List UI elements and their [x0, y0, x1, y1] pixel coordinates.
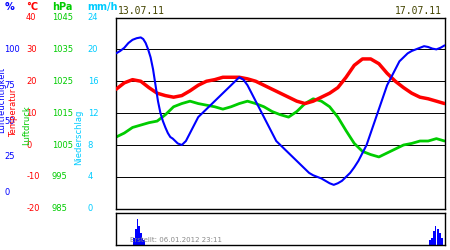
Text: 1015: 1015	[52, 108, 73, 118]
Text: °C: °C	[26, 2, 38, 12]
Text: hPa: hPa	[52, 2, 72, 12]
Text: 1035: 1035	[52, 45, 73, 54]
Text: 12: 12	[88, 108, 98, 118]
Bar	[429, 240, 431, 245]
Text: 1025: 1025	[52, 77, 73, 86]
Text: 4: 4	[88, 172, 93, 182]
Bar	[432, 238, 433, 245]
Bar	[133, 238, 135, 245]
Text: -20: -20	[26, 204, 40, 213]
Text: 985: 985	[52, 204, 68, 213]
Text: Niederschlag: Niederschlag	[74, 110, 83, 165]
Text: 0: 0	[26, 140, 32, 149]
Text: 0: 0	[88, 204, 93, 213]
Bar	[439, 234, 441, 245]
Text: 75: 75	[4, 81, 15, 90]
Text: %: %	[4, 2, 14, 12]
Text: 17.07.11: 17.07.11	[396, 6, 442, 16]
Bar	[140, 234, 142, 245]
Text: 13.07.11: 13.07.11	[118, 6, 165, 16]
Bar	[143, 240, 145, 245]
Text: 1045: 1045	[52, 13, 73, 22]
Text: mm/h: mm/h	[88, 2, 118, 12]
Text: 0: 0	[4, 188, 10, 197]
Text: 40: 40	[26, 13, 36, 22]
Text: Temperatur: Temperatur	[9, 88, 18, 137]
Bar	[435, 226, 436, 245]
Text: 25: 25	[4, 152, 15, 162]
Text: 20: 20	[26, 77, 36, 86]
Text: 8: 8	[88, 140, 93, 149]
Text: Luftfeuchtigkeit: Luftfeuchtigkeit	[0, 67, 6, 133]
Bar	[433, 231, 435, 245]
Text: Luftdruck: Luftdruck	[22, 105, 32, 145]
Text: Erstellt: 06.01.2012 23:11: Erstellt: 06.01.2012 23:11	[130, 236, 221, 242]
Bar	[441, 238, 443, 245]
Bar	[138, 226, 140, 245]
Text: 24: 24	[88, 13, 98, 22]
Bar	[141, 238, 143, 245]
Bar	[437, 229, 439, 245]
Text: 16: 16	[88, 77, 99, 86]
Text: -10: -10	[26, 172, 40, 182]
Text: 30: 30	[26, 45, 37, 54]
Bar	[135, 229, 137, 245]
Text: 50: 50	[4, 116, 15, 126]
Bar	[136, 220, 138, 245]
Text: 100: 100	[4, 45, 20, 54]
Text: 995: 995	[52, 172, 68, 182]
Text: 10: 10	[26, 108, 36, 118]
Text: 1005: 1005	[52, 140, 73, 149]
Text: 20: 20	[88, 45, 98, 54]
